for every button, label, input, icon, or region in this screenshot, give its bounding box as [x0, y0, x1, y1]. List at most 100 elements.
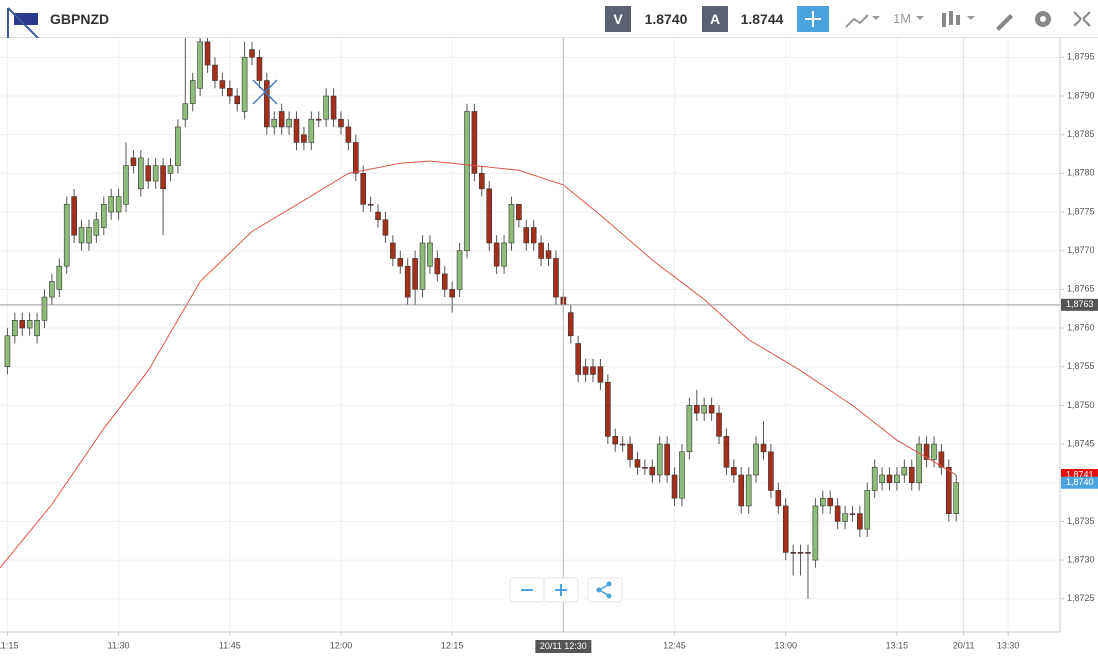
candle-body [805, 552, 811, 554]
moving-average [0, 160, 957, 569]
candle-body [115, 196, 122, 213]
candle-body [701, 405, 707, 414]
candle-body [619, 443, 626, 446]
indicator-button[interactable] [845, 14, 869, 28]
candle-body [145, 165, 152, 182]
candle-body [923, 443, 930, 460]
candle-body [538, 242, 544, 259]
candle-body [130, 157, 137, 166]
candle-body [679, 451, 685, 499]
candle-body [382, 219, 389, 236]
candle-body [946, 466, 952, 514]
candle-body [493, 242, 500, 267]
y-tick-label: 1,8750 [1067, 400, 1095, 410]
candle-body [567, 312, 574, 337]
zoom-controls [509, 577, 623, 603]
share-button[interactable] [587, 577, 623, 603]
x-tick-label: 12:15 [441, 640, 464, 650]
candle-body [197, 41, 203, 89]
candle-body [901, 466, 908, 476]
candle-body [204, 41, 211, 66]
y-tick-label: 1,8765 [1067, 284, 1095, 294]
candle-body [516, 203, 522, 221]
candle-body [456, 250, 463, 290]
price-marker [1061, 476, 1098, 489]
candle-body [834, 505, 841, 522]
candle-body [768, 451, 774, 491]
candle-body [605, 381, 611, 437]
candle-body [56, 265, 63, 290]
candle-body [708, 405, 715, 414]
y-tick-label: 1,8745 [1067, 438, 1095, 448]
candle-body [249, 49, 255, 58]
x-tick-label: 11:30 [108, 640, 130, 650]
y-tick-label: 1,8760 [1067, 322, 1095, 332]
chart-type-button[interactable] [942, 11, 960, 27]
candle-body [782, 505, 789, 553]
candle-body [19, 320, 26, 329]
candle-body [671, 474, 678, 499]
y-tick-label: 1,8755 [1067, 361, 1095, 371]
candle-body [464, 111, 470, 251]
candle-body [790, 552, 796, 554]
candle-body [582, 366, 589, 375]
candle-body [278, 111, 285, 128]
candle-body [731, 466, 737, 476]
candle-body [212, 64, 218, 81]
y-tick-label: 1,8790 [1067, 90, 1095, 100]
candle-body [597, 366, 604, 383]
settings-icon [1040, 16, 1046, 22]
candle-body [86, 227, 92, 244]
candle-body [819, 497, 826, 507]
candle-body [716, 412, 722, 437]
toolbar: GBPNZD V 1.8740 A 1.8744 1M [0, 0, 1098, 38]
candle-body [745, 474, 752, 507]
candle-body [479, 173, 485, 190]
crosshair-icon [805, 11, 821, 27]
candle-body [293, 118, 300, 143]
candle-body [775, 490, 782, 507]
candle-body [34, 320, 40, 337]
candle-body [545, 250, 552, 259]
candle-body [894, 474, 900, 484]
candle-body [656, 443, 663, 476]
x-tick-label: 13:30 [997, 640, 1020, 650]
draw-button[interactable] [996, 14, 1013, 31]
candle-body [879, 474, 885, 484]
candle-body [938, 451, 945, 468]
candle-body [871, 466, 878, 491]
candle-body [471, 111, 478, 174]
candle-body [486, 188, 493, 244]
x-tick-label: 11:15 [0, 640, 18, 650]
sell-label[interactable]: V [605, 6, 631, 32]
price-marker-label: 1,8741 [1066, 469, 1094, 479]
candle-body [315, 118, 322, 121]
collapse-button[interactable] [1073, 11, 1091, 27]
buy-price[interactable]: 1.8744 [740, 11, 784, 27]
y-tick-label: 1,8770 [1067, 245, 1095, 255]
candle-body [49, 281, 55, 298]
candle-body [760, 443, 767, 453]
candle-body [219, 80, 226, 89]
crosshair-y-box [1061, 298, 1098, 311]
candle-body [842, 513, 848, 522]
buy-label[interactable]: A [702, 6, 728, 32]
share-icon [606, 581, 612, 587]
candle-body [323, 95, 329, 120]
dropdown [872, 16, 880, 20]
candle-body [634, 459, 641, 468]
candle-body [271, 118, 278, 128]
x-tick-label: 12:00 [330, 640, 353, 650]
sell-price[interactable]: 1.8740 [644, 11, 688, 27]
timeframe[interactable]: 1M [892, 11, 912, 26]
candle-body [827, 497, 834, 507]
candle-body [953, 482, 960, 514]
candle-body [390, 242, 396, 259]
zoom-in-icon [555, 584, 567, 596]
y-tick-label: 1,8730 [1067, 554, 1095, 564]
candle-body [167, 165, 174, 174]
toolbar-icons [7, 6, 1091, 38]
candle-body [241, 57, 248, 112]
candle-body [123, 165, 129, 205]
candle-body [345, 126, 352, 143]
